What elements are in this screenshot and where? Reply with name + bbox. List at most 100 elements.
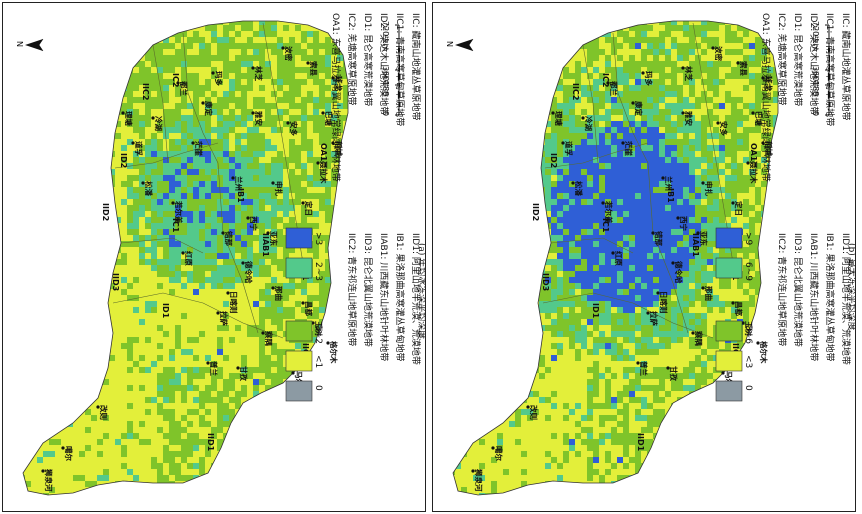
place-label: 班戈 xyxy=(334,76,344,91)
place-label: 雅安 xyxy=(684,111,694,126)
place-dot xyxy=(716,121,720,125)
place-label: 噶尔 xyxy=(64,446,74,461)
place-label: 安多 xyxy=(289,121,299,136)
zone-boundary xyxy=(612,32,689,334)
place-label: 玉树 xyxy=(314,321,324,336)
legend-swatch xyxy=(715,257,743,279)
place-dot xyxy=(271,181,275,185)
place-label: 松潘 xyxy=(144,181,154,196)
place-dot xyxy=(696,231,700,235)
place-label: 红原 xyxy=(184,251,194,266)
place-label: 改则 xyxy=(529,405,539,420)
place-dot xyxy=(286,121,290,125)
place-label: 玛多 xyxy=(644,71,654,86)
zone-label: IID1 xyxy=(206,433,215,452)
place-label: 康定 xyxy=(204,101,214,116)
zone-legend-entry: ID2: 柴达木山地荒漠地带 xyxy=(808,13,820,115)
place-label: 日喀则 xyxy=(229,291,239,314)
place-dot xyxy=(561,141,565,145)
scale-tick-label: 180 xyxy=(381,81,390,96)
place-dot xyxy=(621,141,625,145)
place-dot xyxy=(601,201,605,205)
place-label: 普兰 xyxy=(639,361,649,376)
legend-swatch xyxy=(285,380,313,402)
zone-label: IB1 xyxy=(236,188,245,203)
place-label: 改则 xyxy=(99,405,109,420)
place-label: 噶尔 xyxy=(494,446,504,461)
place-dot xyxy=(261,331,265,335)
place-label: 红原 xyxy=(614,251,624,266)
place-dot xyxy=(606,81,610,85)
place-label: 雅安 xyxy=(254,111,264,126)
place-dot xyxy=(271,286,275,290)
zone-boundary xyxy=(544,142,649,169)
legend-swatch xyxy=(715,350,743,372)
legend-label: <3 xyxy=(743,355,753,368)
place-dot xyxy=(551,111,555,115)
place-dot xyxy=(306,61,310,65)
zone-boundary xyxy=(692,22,734,264)
plateau-outline xyxy=(452,20,779,496)
place-label: 理塘 xyxy=(124,111,134,126)
zone-legend: OA1: 东喜马拉雅南翼山地常绿阔叶林地带 IC2: 羌塘高寒草原地带 ID1: 昆… xyxy=(330,13,422,365)
place-label: 冷湖 xyxy=(154,116,164,131)
place-dot xyxy=(736,61,740,65)
place-dot xyxy=(316,161,320,165)
place-label: 错那 xyxy=(224,231,234,246)
place-dot xyxy=(121,111,125,115)
place-dot xyxy=(266,231,270,235)
zone-label: IC2 xyxy=(171,73,180,87)
zone-label: OA1 xyxy=(749,143,758,162)
zone-label: IC1 xyxy=(171,218,180,233)
place-label: 狮泉河 xyxy=(44,468,54,492)
place-label: 林芝 xyxy=(254,66,264,81)
place-dot xyxy=(231,176,235,180)
zone-legend-entry: IIC: 藏南山地灌丛草原地带 xyxy=(840,13,852,121)
place-dot xyxy=(251,66,255,70)
place-label: 亚东 xyxy=(269,231,279,246)
zone-label: IID1 xyxy=(636,433,645,452)
place-label: 甘孜 xyxy=(669,366,679,381)
place-dot xyxy=(251,111,255,115)
place-dot xyxy=(701,181,705,185)
place-label: 兰州 xyxy=(664,176,674,191)
zone-label: IID3 xyxy=(111,273,120,291)
place-label: 狮泉河 xyxy=(474,468,484,492)
zone-legend: OA1: 东喜马拉雅南翼山地常绿阔叶林地带 IC2: 羌塘高寒草原地带 ID1: 昆… xyxy=(760,13,852,365)
place-dot xyxy=(211,71,215,75)
place-dot xyxy=(171,201,175,205)
place-dot xyxy=(681,66,685,70)
legend-swatch xyxy=(285,257,313,279)
zone-legend-entry: ID1: 昆仑高寒荒漠地带 xyxy=(792,13,804,106)
zone-boundary xyxy=(550,237,634,254)
place-label: 玉树 xyxy=(744,321,754,336)
legend-swatch xyxy=(285,350,313,372)
place-label: 茫崖 xyxy=(194,141,204,156)
place-label: 聂拉木 xyxy=(319,160,329,184)
zone-boundary xyxy=(114,142,219,169)
place-label: 昌都 xyxy=(304,301,314,316)
place-label: 康定 xyxy=(634,101,644,116)
zone-label: IIC2 xyxy=(141,83,150,100)
legend-swatch xyxy=(715,380,743,402)
zone-label: IID2 xyxy=(531,203,540,221)
place-dot xyxy=(751,111,755,115)
legend-label: 1~2 xyxy=(313,325,323,344)
place-dot xyxy=(151,116,155,120)
place-dot xyxy=(331,141,335,145)
zone-legend-entry: IID3: 昆仑北翼山地荒漠地带 xyxy=(792,233,804,347)
zone-legend-entry: ID2: 柴达木山地荒漠地带 xyxy=(378,13,390,115)
zone-label: IC2 xyxy=(601,73,610,87)
scale-tick-label: 360 xyxy=(811,66,820,81)
place-dot xyxy=(526,405,530,409)
place-label: 西宁 xyxy=(249,216,259,231)
place-dot xyxy=(711,46,715,50)
place-dot xyxy=(326,341,330,345)
place-label: 察隅 xyxy=(264,331,274,346)
zone-legend-entry: IIC1: 青南高寒草甸草原地带 xyxy=(394,13,406,126)
place-dot xyxy=(206,361,210,365)
place-label: 巴塘 xyxy=(754,111,764,126)
place-dot xyxy=(191,141,195,145)
